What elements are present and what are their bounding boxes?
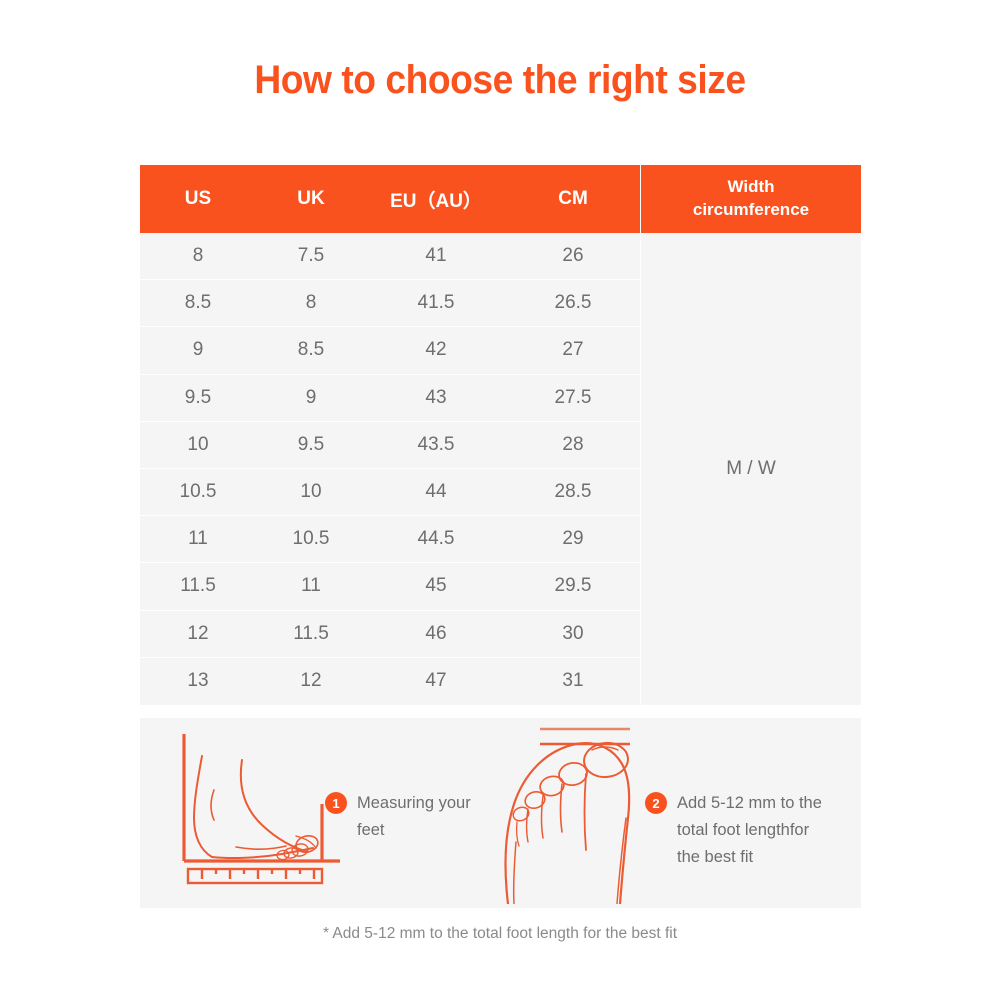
page-title: How to choose the right size bbox=[254, 58, 746, 102]
cell-us: 10 bbox=[187, 433, 209, 455]
cell-us: 12 bbox=[187, 622, 209, 644]
cell-uk: 10.5 bbox=[292, 528, 330, 550]
table-row: 13 12 47 31 bbox=[140, 657, 640, 705]
cell-eu: 43 bbox=[425, 386, 447, 408]
footnote: * Add 5-12 mm to the total foot length f… bbox=[322, 925, 678, 942]
cell-uk: 8.5 bbox=[297, 339, 325, 361]
cell-eu: 42 bbox=[425, 339, 447, 361]
instructions-panel: 1 Measuring your feet bbox=[140, 718, 861, 908]
cell-uk: 10 bbox=[300, 481, 322, 503]
cell-us: 11.5 bbox=[180, 575, 216, 597]
cell-eu: 44 bbox=[425, 481, 447, 503]
cell-uk: 11 bbox=[301, 575, 321, 597]
cell-uk: 11.5 bbox=[293, 622, 329, 644]
cell-us: 13 bbox=[187, 670, 209, 692]
step-label: Measuring your feet bbox=[357, 794, 471, 840]
cell-uk: 7.5 bbox=[297, 245, 325, 267]
table-body: 8 7.5 41 26 8.5 8 41.5 26.5 9 8.5 42 27 bbox=[140, 233, 640, 705]
cell-eu: 41.5 bbox=[417, 292, 455, 314]
table-row: 9.5 9 43 27.5 bbox=[140, 374, 640, 422]
cell-cm: 28.5 bbox=[554, 481, 592, 503]
column-header-cm: CM bbox=[558, 188, 588, 209]
cell-eu: 47 bbox=[425, 670, 447, 692]
cell-cm: 28 bbox=[562, 433, 584, 455]
cell-width-value: M / W bbox=[641, 233, 861, 705]
step-number-badge: 2 bbox=[645, 792, 667, 814]
foot-side-measure-icon bbox=[170, 726, 360, 896]
cell-us: 8.5 bbox=[184, 292, 212, 314]
step-2: 2 Add 5-12 mm to the total foot lengthfo… bbox=[645, 790, 822, 872]
cell-uk: 9 bbox=[305, 386, 317, 408]
column-header-eu: EU（AU） bbox=[390, 190, 482, 212]
cell-us: 10.5 bbox=[179, 481, 217, 503]
cell-uk: 9.5 bbox=[297, 433, 325, 455]
column-header-width: Width circumference bbox=[641, 165, 861, 233]
column-header-us: US bbox=[184, 188, 212, 209]
table-grid: US UK EU（AU） CM 8 7.5 41 26 8.5 8 41.5 2… bbox=[140, 165, 861, 705]
size-columns-block: US UK EU（AU） CM 8 7.5 41 26 8.5 8 41.5 2… bbox=[140, 165, 640, 705]
table-row: 11 10.5 44.5 29 bbox=[140, 516, 640, 564]
step-1: 1 Measuring your feet bbox=[325, 790, 500, 844]
cell-eu: 44.5 bbox=[417, 528, 455, 550]
table-row: 12 11.5 46 30 bbox=[140, 610, 640, 658]
foot-top-toes-icon bbox=[498, 722, 648, 909]
cell-eu: 45 bbox=[425, 575, 447, 597]
width-header-line-2: circumference bbox=[692, 200, 810, 219]
table-row: 8.5 8 41.5 26.5 bbox=[140, 280, 640, 328]
step-number-badge: 1 bbox=[325, 792, 347, 814]
cell-cm: 29.5 bbox=[554, 575, 592, 597]
table-row: 8 7.5 41 26 bbox=[140, 233, 640, 281]
cell-cm: 26 bbox=[562, 245, 584, 267]
cell-uk: 8 bbox=[305, 292, 317, 314]
cell-us: 9.5 bbox=[184, 386, 212, 408]
cell-eu: 41 bbox=[425, 245, 447, 267]
cell-us: 9 bbox=[192, 339, 204, 361]
size-chart-table: US UK EU（AU） CM 8 7.5 41 26 8.5 8 41.5 2… bbox=[140, 165, 861, 705]
cell-cm: 27.5 bbox=[554, 386, 592, 408]
cell-cm: 26.5 bbox=[554, 292, 592, 314]
cell-cm: 31 bbox=[562, 670, 584, 692]
width-header-line-1: Width bbox=[727, 177, 775, 197]
cell-eu: 43.5 bbox=[417, 433, 455, 455]
cell-eu: 46 bbox=[425, 622, 447, 644]
cell-us: 11 bbox=[188, 528, 208, 550]
table-header-row: US UK EU（AU） CM bbox=[140, 165, 640, 233]
table-row: 10.5 10 44 28.5 bbox=[140, 468, 640, 517]
cell-cm: 30 bbox=[562, 622, 584, 644]
table-row: 9 8.5 42 27 bbox=[140, 327, 640, 375]
table-row: 11.5 11 45 29.5 bbox=[140, 563, 640, 611]
cell-cm: 29 bbox=[562, 528, 584, 550]
table-row: 10 9.5 43.5 28 bbox=[140, 421, 640, 469]
step-label: Add 5-12 mm to the total foot lengthfor … bbox=[677, 794, 822, 867]
width-column-block: Width circumference M / W bbox=[640, 165, 861, 705]
cell-us: 8 bbox=[192, 245, 204, 267]
cell-cm: 27 bbox=[562, 339, 584, 361]
cell-uk: 12 bbox=[300, 670, 322, 692]
step-1-block: 1 Measuring your feet bbox=[140, 718, 500, 908]
column-header-uk: UK bbox=[297, 188, 325, 209]
step-2-block: 2 Add 5-12 mm to the total foot lengthfo… bbox=[490, 718, 861, 908]
